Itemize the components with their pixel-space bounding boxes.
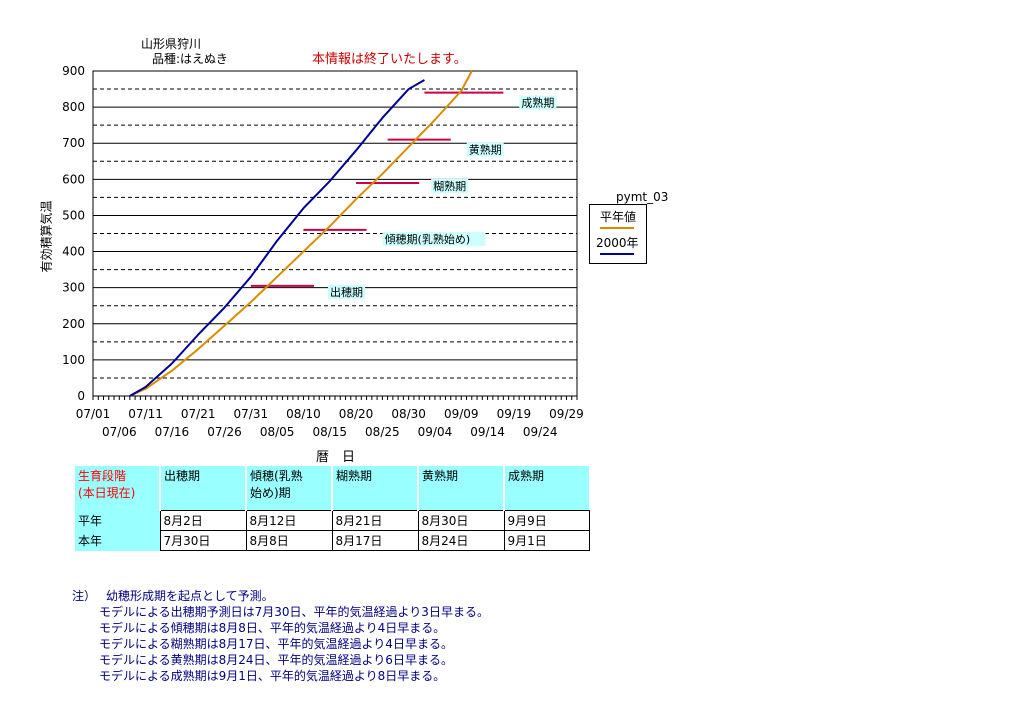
series-lines	[129, 70, 473, 397]
x-tick-label: 08/05	[260, 425, 295, 439]
x-tick-label: 07/01	[76, 407, 111, 421]
series-line-normal	[129, 70, 473, 397]
table-col-header: 成熟期	[503, 466, 589, 511]
x-tick-label: 07/21	[181, 407, 216, 421]
notice-text: 本情報は終了いたします。	[312, 52, 467, 67]
table-cell: 8月8日	[245, 530, 333, 551]
note-line: モデルによる出穂期予測日は7月30日、平年的気温経過より3日早まる。	[99, 605, 489, 619]
stage-markers: 出穂期 傾穂期(乳熟始め) 糊熟期 黄熟期 成熟期	[250, 91, 557, 299]
stage-label-bg	[431, 178, 469, 193]
stage-label-bg	[466, 142, 504, 157]
table-col-header: 傾穂(乳熟 始め)期	[245, 466, 332, 511]
table-cell: 8月24日	[417, 530, 505, 551]
x-tick-label: 09/29	[549, 407, 584, 421]
y-tick-label: 800	[62, 100, 85, 114]
table-cell: 8月21日	[331, 510, 419, 531]
axes	[92, 70, 578, 400]
table-col-header: 糊熟期	[331, 466, 418, 511]
legend: 平年値 2000年	[589, 204, 647, 264]
y-tick-label: 100	[62, 353, 85, 367]
x-tick-label: 07/11	[128, 407, 163, 421]
stage-label: 傾穂期(乳熟始め)	[385, 232, 471, 246]
x-tick-label: 09/14	[470, 425, 505, 439]
note-line: モデルによる成熟期は9月1日、平年的気温経過より8日早まる。	[99, 669, 446, 683]
stage-label-bg	[327, 284, 365, 299]
x-tick-label: 09/04	[418, 425, 453, 439]
table-col-header: 出穂期	[159, 466, 246, 511]
note-line: モデルによる糊熟期は8月17日、平年的気温経過より4日早まる。	[99, 637, 453, 651]
note-lead: 注）	[72, 589, 97, 603]
note-text: 幼穂形成期を起点として予測。	[106, 589, 274, 603]
y-tick-label: 600	[62, 172, 85, 186]
x-tick-label: 08/15	[312, 425, 347, 439]
note-line: モデルによる黄熟期は8月24日、平年的気温経過より6日早まる。	[99, 653, 453, 667]
y-tick-label: 400	[62, 245, 85, 259]
stage-label: 糊熟期	[433, 179, 466, 193]
x-axis-label: 暦 日	[316, 450, 356, 465]
table-cell: 8月12日	[245, 510, 333, 531]
x-tick-label: 09/24	[523, 425, 558, 439]
variety-label: 品種:はえぬき	[152, 52, 228, 66]
table-cell: 9月1日	[503, 530, 590, 551]
y-tick-label: 900	[62, 64, 85, 78]
legend-swatch-this-year	[600, 253, 634, 255]
x-tick-label: 08/10	[286, 407, 321, 421]
table-col-header: 黄熟期	[417, 466, 504, 511]
tick-labels: 0 100 200 300 400 500 600 700 800 900 07/01 07/11 07…	[62, 64, 584, 439]
x-tick-label: 08/30	[391, 407, 426, 421]
table-corner-label: 生育段階 (本日現在)	[75, 466, 160, 511]
stage-label-bg	[382, 231, 486, 246]
location-title: 山形県狩川	[141, 37, 202, 51]
stage-label: 出穂期	[330, 285, 363, 299]
table-cell: 8月17日	[331, 530, 419, 551]
table-cell: 9月9日	[503, 510, 590, 531]
y-tick-label: 200	[62, 317, 85, 331]
grid-lines	[93, 88, 577, 379]
note-line: 注） 幼穂形成期を起点として予測。	[72, 588, 489, 604]
table-row-label: 平年	[75, 510, 160, 531]
table-cell: 7月30日	[159, 530, 247, 551]
y-tick-label: 300	[62, 281, 85, 295]
stage-label: 黄熟期	[469, 143, 502, 157]
x-tick-label: 07/06	[102, 425, 137, 439]
x-tick-label: 07/31	[234, 407, 269, 421]
stage-label: 成熟期	[521, 96, 554, 110]
x-tick-label: 09/19	[497, 407, 532, 421]
table-row: 本年 7月30日 8月8日 8月17日 8月24日 9月1日	[75, 530, 590, 551]
stage-table: 生育段階 (本日現在) 出穂期 傾穂(乳熟 始め)期 糊熟期 黄熟期 成熟期 平…	[75, 466, 590, 551]
x-tick-label: 08/20	[339, 407, 374, 421]
series-line-this-year	[129, 79, 425, 397]
note-line: モデルによる傾穂期は8月8日、平年的気温経過より4日早まる。	[99, 621, 446, 635]
table-cell: 8月30日	[417, 510, 505, 531]
legend-swatch-normal	[600, 227, 634, 229]
y-tick-label: 700	[62, 136, 85, 150]
y-tick-label: 0	[77, 389, 85, 403]
x-tick-label: 09/09	[444, 407, 479, 421]
chart-area: 出穂期 傾穂期(乳熟始め) 糊熟期 黄熟期 成熟期 0 100 200 300 400 500 60…	[62, 64, 584, 439]
stage-label-bg	[519, 95, 557, 110]
legend-label-this-year: 2000年	[596, 236, 639, 250]
y-tick-label: 500	[62, 208, 85, 222]
legend-title: pymt_03	[616, 190, 669, 204]
x-tick-label: 07/16	[155, 425, 190, 439]
table-cell: 8月2日	[159, 510, 247, 531]
x-tick-label: 08/25	[365, 425, 400, 439]
table-row: 平年 8月2日 8月12日 8月21日 8月30日 9月9日	[75, 510, 590, 531]
x-tick-label: 07/26	[207, 425, 242, 439]
legend-label-normal: 平年値	[600, 210, 637, 224]
notes: 注） 幼穂形成期を起点として予測。 モデルによる出穂期予測日は7月30日、平年的気…	[72, 588, 489, 684]
table-row-label: 本年	[75, 530, 160, 551]
